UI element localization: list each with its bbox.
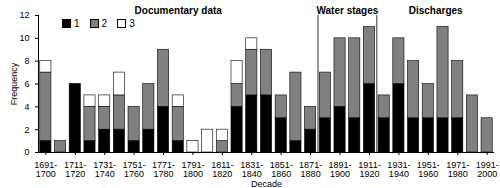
svg-text:Documentary data: Documentary data xyxy=(135,5,223,16)
svg-text:8: 8 xyxy=(24,56,29,66)
svg-text:1831-1840: 1831-1840 xyxy=(240,160,263,179)
svg-text:1791-1800: 1791-1800 xyxy=(181,160,204,179)
svg-text:1951-1960: 1951-1960 xyxy=(417,160,440,179)
svg-text:1971-1980: 1971-1980 xyxy=(446,160,469,179)
html-text:2: 2 xyxy=(101,18,108,29)
svg-text:Discharges: Discharges xyxy=(409,5,463,16)
svg-text:1711-1720: 1711-1720 xyxy=(64,160,86,179)
svg-text:4: 4 xyxy=(24,102,29,112)
svg-text:1891-1900: 1891-1900 xyxy=(329,160,352,179)
svg-text:12: 12 xyxy=(19,10,29,20)
svg-text:1691-1700: 1691-1700 xyxy=(34,160,57,179)
svg-text:0: 0 xyxy=(24,147,29,157)
html-text:3: 3 xyxy=(129,18,135,29)
svg-text:1931-1940: 1931-1940 xyxy=(387,160,410,179)
svg-text:1851-1860: 1851-1860 xyxy=(270,160,293,179)
svg-text:2: 2 xyxy=(24,125,29,135)
svg-text:1731-1740: 1731-1740 xyxy=(93,160,116,179)
svg-text:6: 6 xyxy=(24,79,29,89)
svg-text:1771-1780: 1771-1780 xyxy=(152,160,175,179)
svg-text:Frequency: Frequency xyxy=(9,62,19,105)
svg-text:10: 10 xyxy=(19,33,29,43)
svg-text:1991-2000: 1991-2000 xyxy=(476,160,499,179)
svg-text:Decade: Decade xyxy=(251,179,282,188)
svg-text:Water stages: Water stages xyxy=(316,5,378,16)
svg-text:1811-1820: 1811-1820 xyxy=(211,160,233,179)
svg-text:1871-1880: 1871-1880 xyxy=(299,160,322,179)
html-text:1: 1 xyxy=(74,18,80,29)
svg-text:1911-1920: 1911-1920 xyxy=(358,160,380,179)
svg-text:1751-1760: 1751-1760 xyxy=(123,160,146,179)
